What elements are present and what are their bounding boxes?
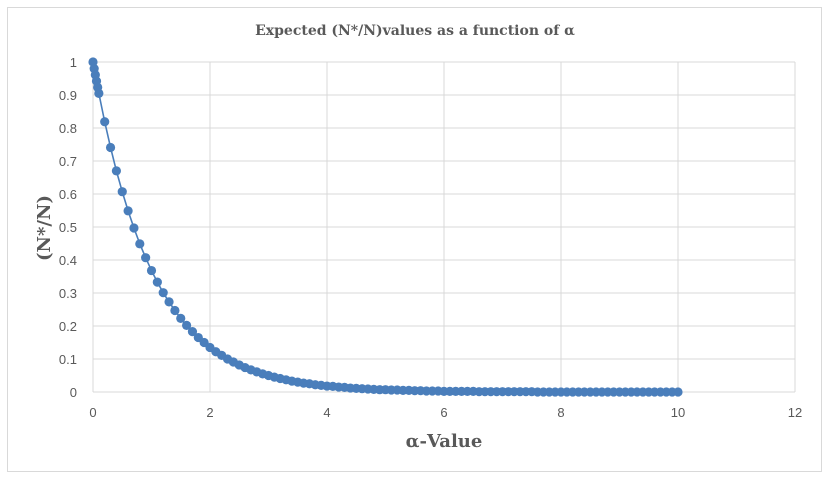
y-tick-label: 0.4 xyxy=(59,253,77,268)
data-point xyxy=(164,297,174,307)
data-point xyxy=(182,320,192,330)
data-point xyxy=(146,265,157,276)
y-axis-label: (N*/N) xyxy=(34,195,55,261)
chart-title: Expected (N*/N)values as a function of α xyxy=(255,23,575,39)
x-tick-label: 6 xyxy=(440,405,447,420)
y-tick-label: 0.6 xyxy=(59,187,77,202)
data-point xyxy=(176,313,186,324)
data-point xyxy=(673,387,683,397)
data-point xyxy=(158,288,168,298)
x-tick-label: 4 xyxy=(323,405,330,420)
x-axis-label: α-Value xyxy=(406,431,483,452)
x-tick-label: 12 xyxy=(788,405,802,420)
data-point xyxy=(152,277,162,287)
data-point xyxy=(94,88,104,98)
x-tick-label: 2 xyxy=(206,405,213,420)
data-point xyxy=(123,206,133,216)
data-point xyxy=(129,223,139,233)
data-point xyxy=(105,142,116,153)
data-point xyxy=(170,305,180,316)
data-series xyxy=(88,57,683,397)
x-tick-label: 0 xyxy=(89,405,96,420)
data-point xyxy=(141,253,151,263)
tick-labels: 00.10.20.30.40.50.60.70.80.910 2 4 6 8 10 12 xyxy=(59,55,802,420)
data-point xyxy=(187,327,198,337)
y-tick-label: 0 xyxy=(70,385,77,400)
y-tick-label: 1 xyxy=(70,55,77,70)
y-tick-label: 0.1 xyxy=(59,352,77,367)
y-tick-label: 0.7 xyxy=(59,154,77,169)
x-tick-label: 10 xyxy=(671,405,685,420)
data-point xyxy=(111,166,121,176)
y-tick-label: 0.8 xyxy=(59,121,77,136)
gridlines xyxy=(92,61,796,393)
y-tick-label: 0.5 xyxy=(59,220,77,235)
x-tick-label: 8 xyxy=(557,405,564,420)
y-tick-label: 0.9 xyxy=(59,88,77,103)
y-tick-label: 0.3 xyxy=(59,286,77,301)
data-point xyxy=(117,187,127,197)
data-point xyxy=(135,239,145,249)
data-point xyxy=(100,117,110,127)
y-tick-label: 0.2 xyxy=(59,319,77,334)
